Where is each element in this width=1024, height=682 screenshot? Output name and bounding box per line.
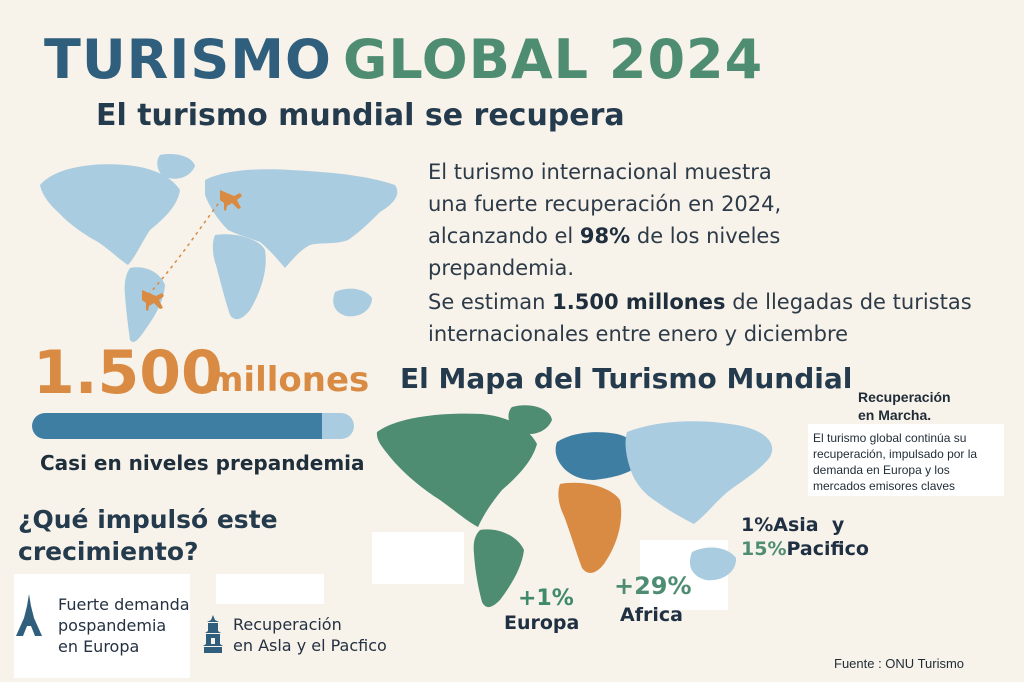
big-number-unit: millones bbox=[208, 360, 370, 400]
intro-line: una fuerte recuperación en 2024, bbox=[428, 192, 782, 216]
driver-asia-text: Recuperación en Asla y el Pacfico bbox=[233, 614, 393, 656]
asia-stat-line2: 15%Pacifico bbox=[741, 538, 869, 560]
africa-region bbox=[558, 482, 622, 573]
estimate-line: internacionales entre enero y diciembre bbox=[428, 322, 849, 346]
world-map-regions bbox=[376, 405, 773, 608]
greenland-shape bbox=[157, 154, 195, 179]
airplane-icon bbox=[142, 290, 164, 311]
callout-title: Recuperación en Marcha. bbox=[858, 388, 951, 424]
question-line: crecimiento? bbox=[18, 537, 199, 566]
south-america-shape bbox=[124, 267, 165, 342]
eiffel-tower-icon bbox=[16, 594, 42, 636]
callout-title-line: Recuperación bbox=[858, 389, 951, 405]
blank-panel bbox=[372, 532, 464, 584]
driver-line: pospandemia bbox=[58, 616, 167, 635]
asia-percentage-1: 1% bbox=[741, 514, 774, 536]
australia-region bbox=[689, 547, 737, 581]
callout-text: El turismo global continúa su recuperaci… bbox=[813, 431, 978, 493]
intro-percentage: 98% bbox=[579, 224, 631, 248]
north-america-shape bbox=[40, 164, 180, 265]
asia-label-2: Pacifico bbox=[786, 538, 869, 560]
asia-region bbox=[625, 421, 773, 524]
driver-line: Recuperación bbox=[233, 615, 342, 634]
estimate-paragraph: Se estiman 1.500 millones de llegadas de… bbox=[428, 286, 988, 350]
driver-line: Fuerte demanda bbox=[58, 595, 190, 614]
big-number: 1.500 bbox=[33, 338, 223, 408]
progress-caption: Casi en niveles prepandemia bbox=[40, 451, 365, 475]
title-turismo: TURISMO bbox=[44, 28, 332, 91]
blank-panel bbox=[216, 574, 324, 604]
estimate-line: Se estiman 1.500 millones de llegadas de… bbox=[428, 290, 972, 314]
greenland-region bbox=[508, 405, 552, 435]
title-global-2024: GLOBAL 2024 bbox=[343, 28, 764, 91]
asia-stat-line1: 1%Asia y bbox=[741, 514, 844, 536]
europe-label: Europa bbox=[504, 612, 580, 634]
driver-line: en Europa bbox=[58, 637, 140, 656]
map-title: El Mapa del Turismo Mundial bbox=[400, 362, 853, 395]
driver-europe-text: Fuerte demanda pospandemia en Europa bbox=[58, 594, 208, 657]
africa-percentage: +29% bbox=[614, 572, 692, 600]
intro-line: prepandemia. bbox=[428, 256, 575, 280]
south-america-region bbox=[473, 529, 524, 608]
intro-line: El turismo internacional muestra bbox=[428, 160, 772, 184]
asia-label-1: Asia y bbox=[773, 514, 845, 536]
asia-percentage-2: 15% bbox=[741, 538, 787, 560]
world-map-top bbox=[40, 154, 398, 342]
europe-region bbox=[555, 432, 641, 480]
source-footer: Fuente : ONU Turismo bbox=[834, 656, 965, 671]
drivers-question: ¿Qué impulsó este crecimiento? bbox=[18, 504, 278, 568]
recovery-progress-fill bbox=[32, 413, 322, 439]
driver-card-europe bbox=[14, 574, 190, 678]
intro-line: alcanzando el 98% de los niveles bbox=[428, 224, 781, 248]
recovery-progress-bar bbox=[32, 413, 354, 439]
africa-shape bbox=[212, 234, 266, 320]
europe-percentage: +1% bbox=[518, 586, 574, 611]
africa-label: Africa bbox=[620, 604, 683, 626]
australia-shape bbox=[333, 288, 372, 317]
pagoda-icon bbox=[203, 615, 223, 653]
driver-line: en Asla y el Pacfico bbox=[233, 636, 387, 655]
eurasia-shape bbox=[205, 169, 398, 268]
intro-paragraph: El turismo internacional muestra una fue… bbox=[428, 156, 823, 284]
estimate-highlight: 1.500 millones bbox=[552, 290, 726, 314]
question-line: ¿Qué impulsó este bbox=[18, 505, 278, 534]
airplane-icon bbox=[220, 190, 242, 211]
north-america-region bbox=[376, 413, 537, 527]
callout-panel bbox=[808, 424, 1004, 496]
callout-title-line: en Marcha. bbox=[858, 407, 932, 423]
page-subtitle: El turismo mundial se recupera bbox=[96, 98, 625, 133]
